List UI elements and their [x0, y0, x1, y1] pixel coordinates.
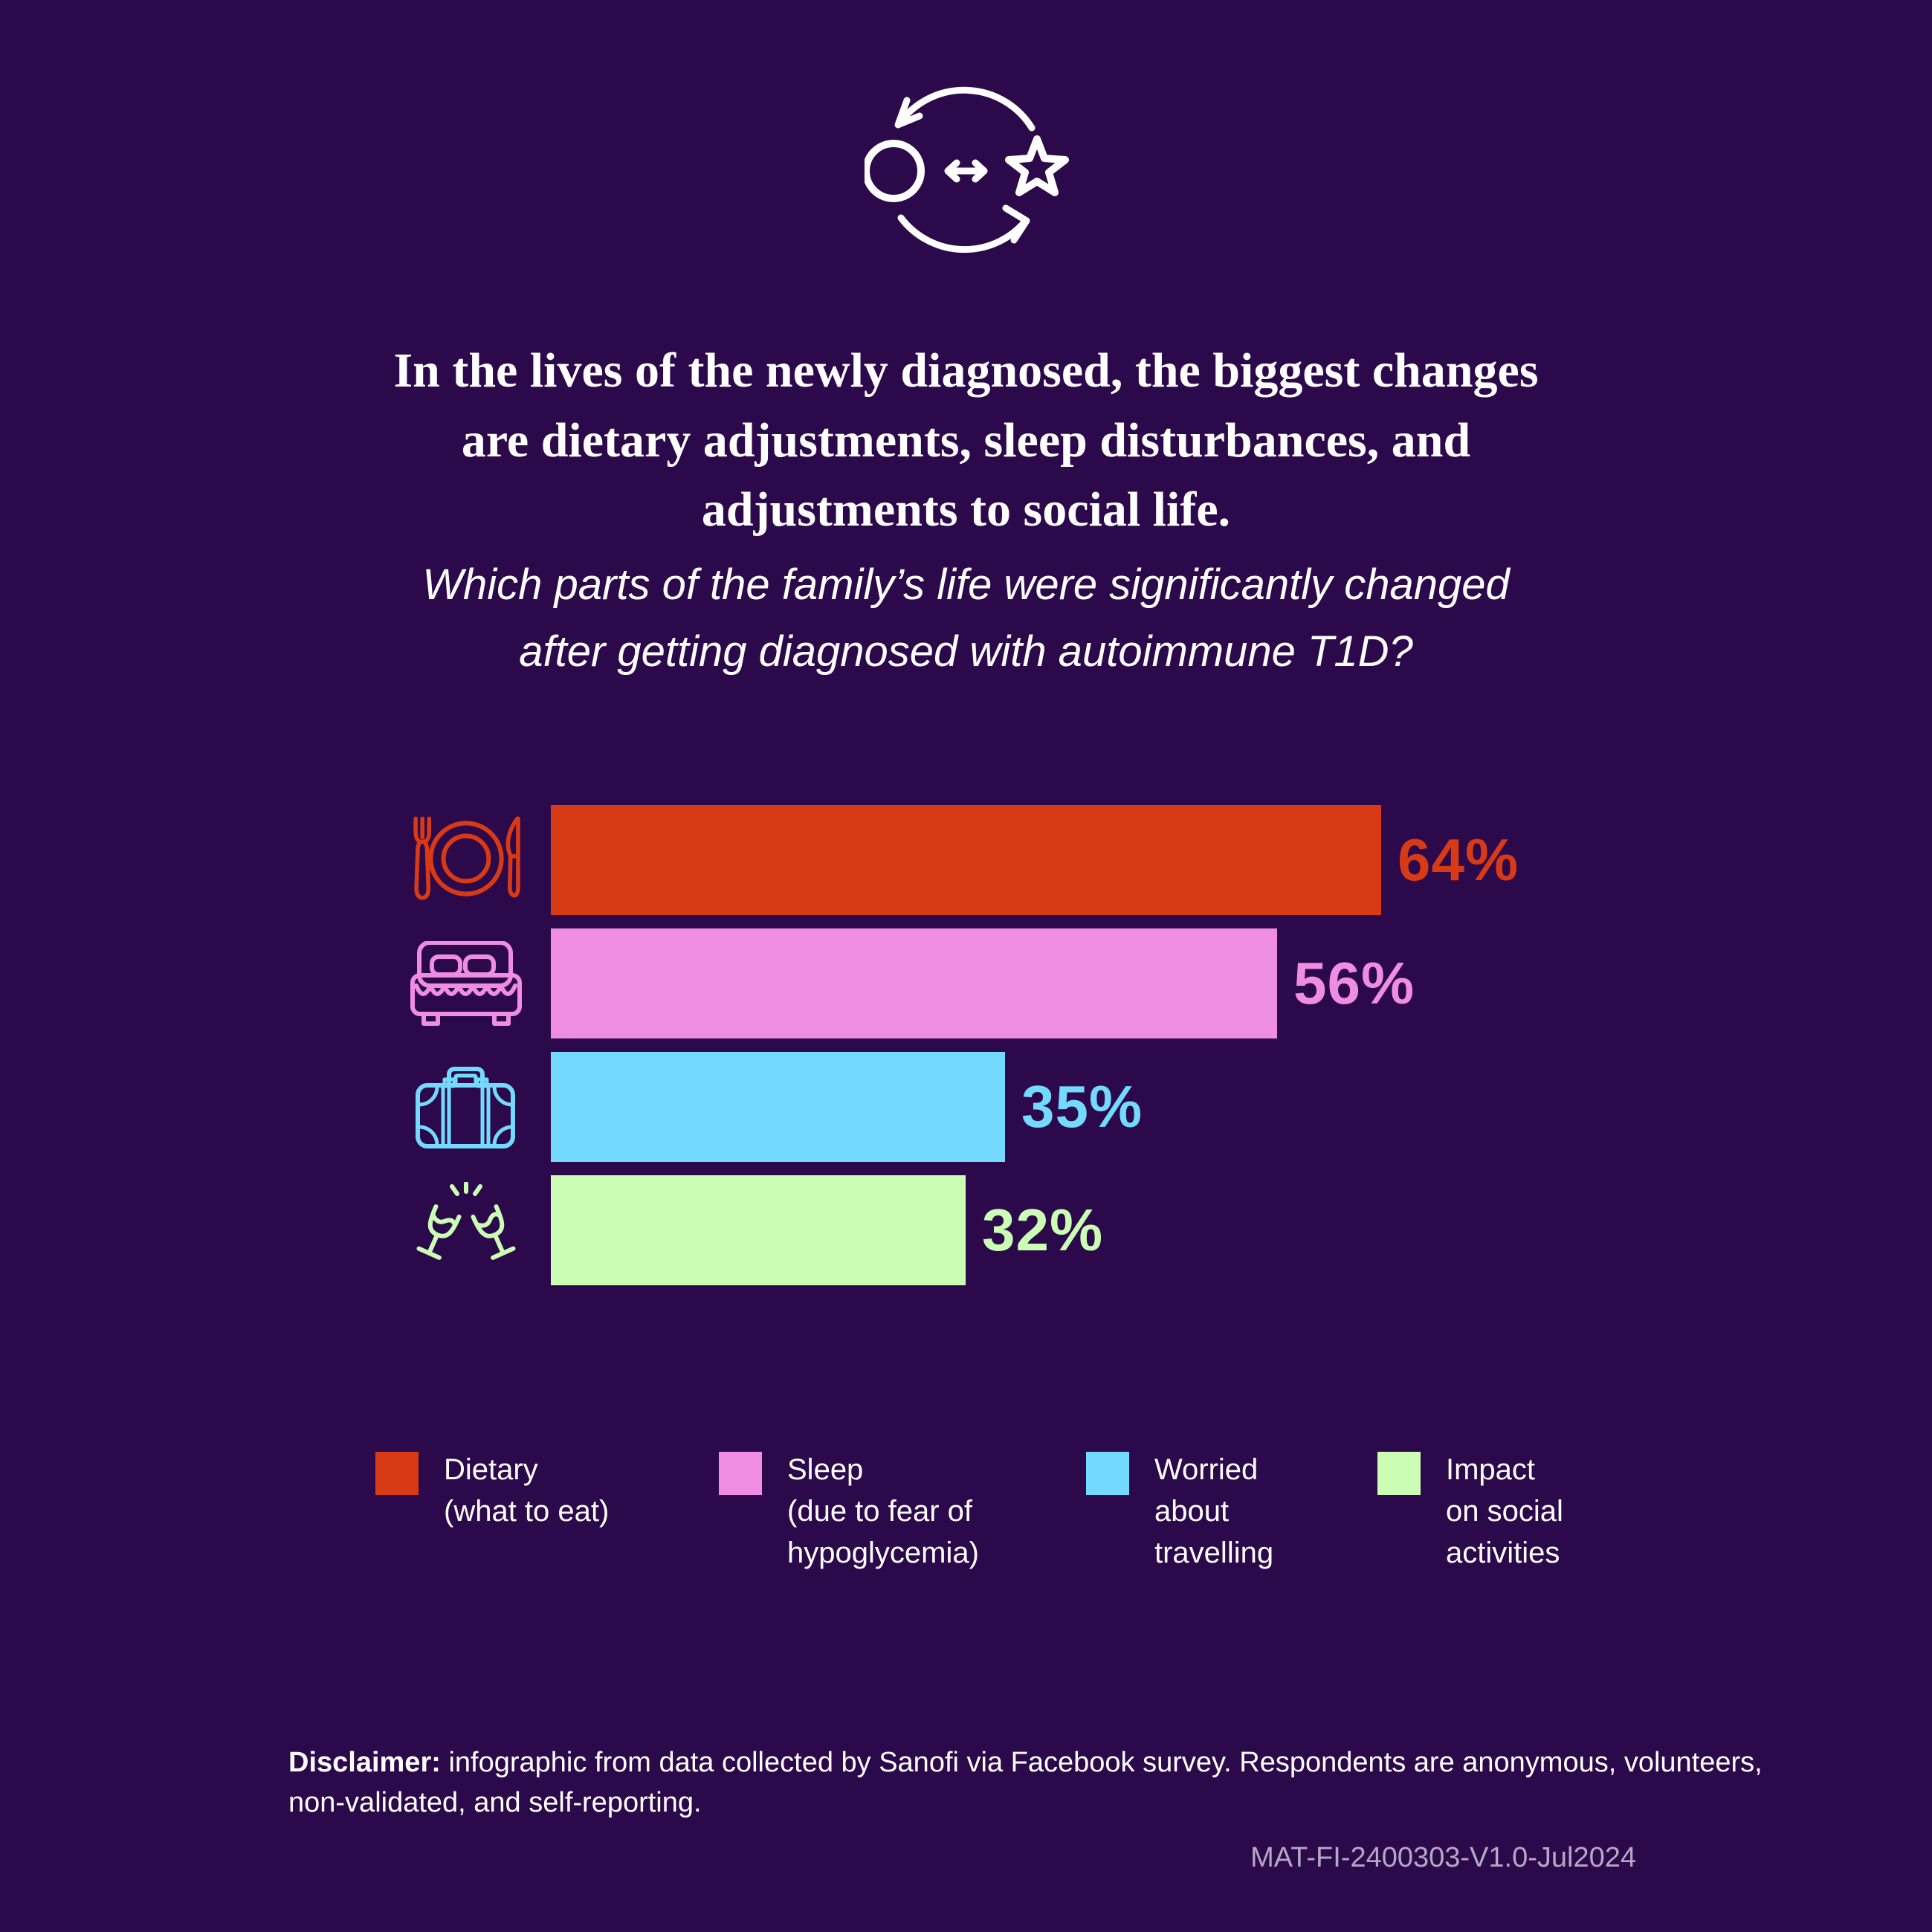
chart-row: 35% — [397, 1052, 1519, 1162]
value-label: 32% — [982, 1197, 1104, 1263]
legend-label: Impact on social activities — [1446, 1453, 1563, 1569]
circle-shape — [865, 140, 925, 202]
dining-icon — [397, 805, 551, 915]
fork-tines — [413, 816, 431, 844]
disclaimer: Disclaimer: infographic from data collec… — [288, 1743, 1783, 1823]
legend-label: Dietary (what to eat) — [444, 1453, 610, 1528]
star-shape — [1005, 135, 1069, 196]
bed-leg-right — [491, 1012, 511, 1026]
chart-row: 32% — [397, 1175, 1519, 1285]
glass-right — [470, 1204, 516, 1260]
bottom-arc — [897, 214, 1028, 253]
knife — [505, 816, 520, 898]
top-arc — [896, 86, 1036, 132]
suitcase-body — [415, 1083, 515, 1148]
legend-label: Sleep (due to fear of hypoglycemia) — [787, 1453, 979, 1569]
bar-suitcase — [551, 1052, 1005, 1162]
glass-left — [416, 1204, 462, 1260]
bar-champagne-toast — [551, 1175, 966, 1285]
pillow-right — [462, 954, 496, 977]
sparkle-lines — [449, 1182, 482, 1196]
legend-item: Sleep (due to fear of hypoglycemia) — [719, 1452, 979, 1574]
legend-item: Worried about travelling — [1086, 1452, 1273, 1574]
pillow-left — [429, 954, 462, 977]
handle-inner — [453, 1073, 477, 1085]
legend-swatch — [375, 1452, 419, 1495]
mattress — [410, 973, 522, 1016]
legend: Dietary (what to eat) Sleep (due to fear … — [0, 1452, 1932, 1675]
fork-handle — [413, 839, 430, 900]
headboard — [416, 941, 513, 988]
value-label: 35% — [1021, 1073, 1143, 1140]
handle-outer — [446, 1067, 485, 1086]
legend-item: Impact on social activities — [1377, 1452, 1563, 1574]
bar-bed — [551, 928, 1277, 1038]
legend-item: Dietary (what to eat) — [375, 1452, 609, 1532]
chart-row: 56% — [397, 928, 1519, 1038]
disclaimer-text: infographic from data collected by Sanof… — [288, 1747, 1763, 1818]
suitcase-icon — [397, 1052, 551, 1162]
bar-chart: 64% 56% 35% — [397, 805, 1519, 1299]
legend-swatch — [1086, 1452, 1129, 1495]
champagne-toast-icon — [397, 1175, 551, 1285]
blanket-wave — [413, 983, 517, 996]
plate-inner — [441, 833, 491, 884]
bottom-arc-arrowhead — [1002, 204, 1030, 244]
chart-row: 64% — [397, 805, 1519, 915]
legend-label: Worried about travelling — [1154, 1453, 1274, 1569]
plate-outer — [427, 821, 504, 896]
disclaimer-label: Disclaimer: — [288, 1747, 441, 1778]
legend-swatch — [1377, 1452, 1421, 1495]
bar-dining — [551, 805, 1381, 915]
double-arrow — [944, 159, 988, 183]
change-exchange-icon — [865, 86, 1069, 253]
suitcase-straps — [441, 1083, 490, 1148]
corner-guards — [417, 1085, 514, 1147]
legend-swatch — [719, 1452, 762, 1495]
question-subtitle: Which parts of the family’s life were si… — [422, 560, 1510, 676]
page-title: In the lives of the newly diagnosed, the… — [393, 343, 1539, 537]
bed-icon — [397, 928, 551, 1038]
value-label: 56% — [1293, 950, 1415, 1016]
material-code: MAT-FI-2400303-V1.0-Jul2024 — [1250, 1842, 1636, 1873]
top-arc-arrowhead — [894, 97, 923, 129]
bed-leg-left — [421, 1012, 440, 1026]
value-label: 64% — [1398, 827, 1519, 893]
